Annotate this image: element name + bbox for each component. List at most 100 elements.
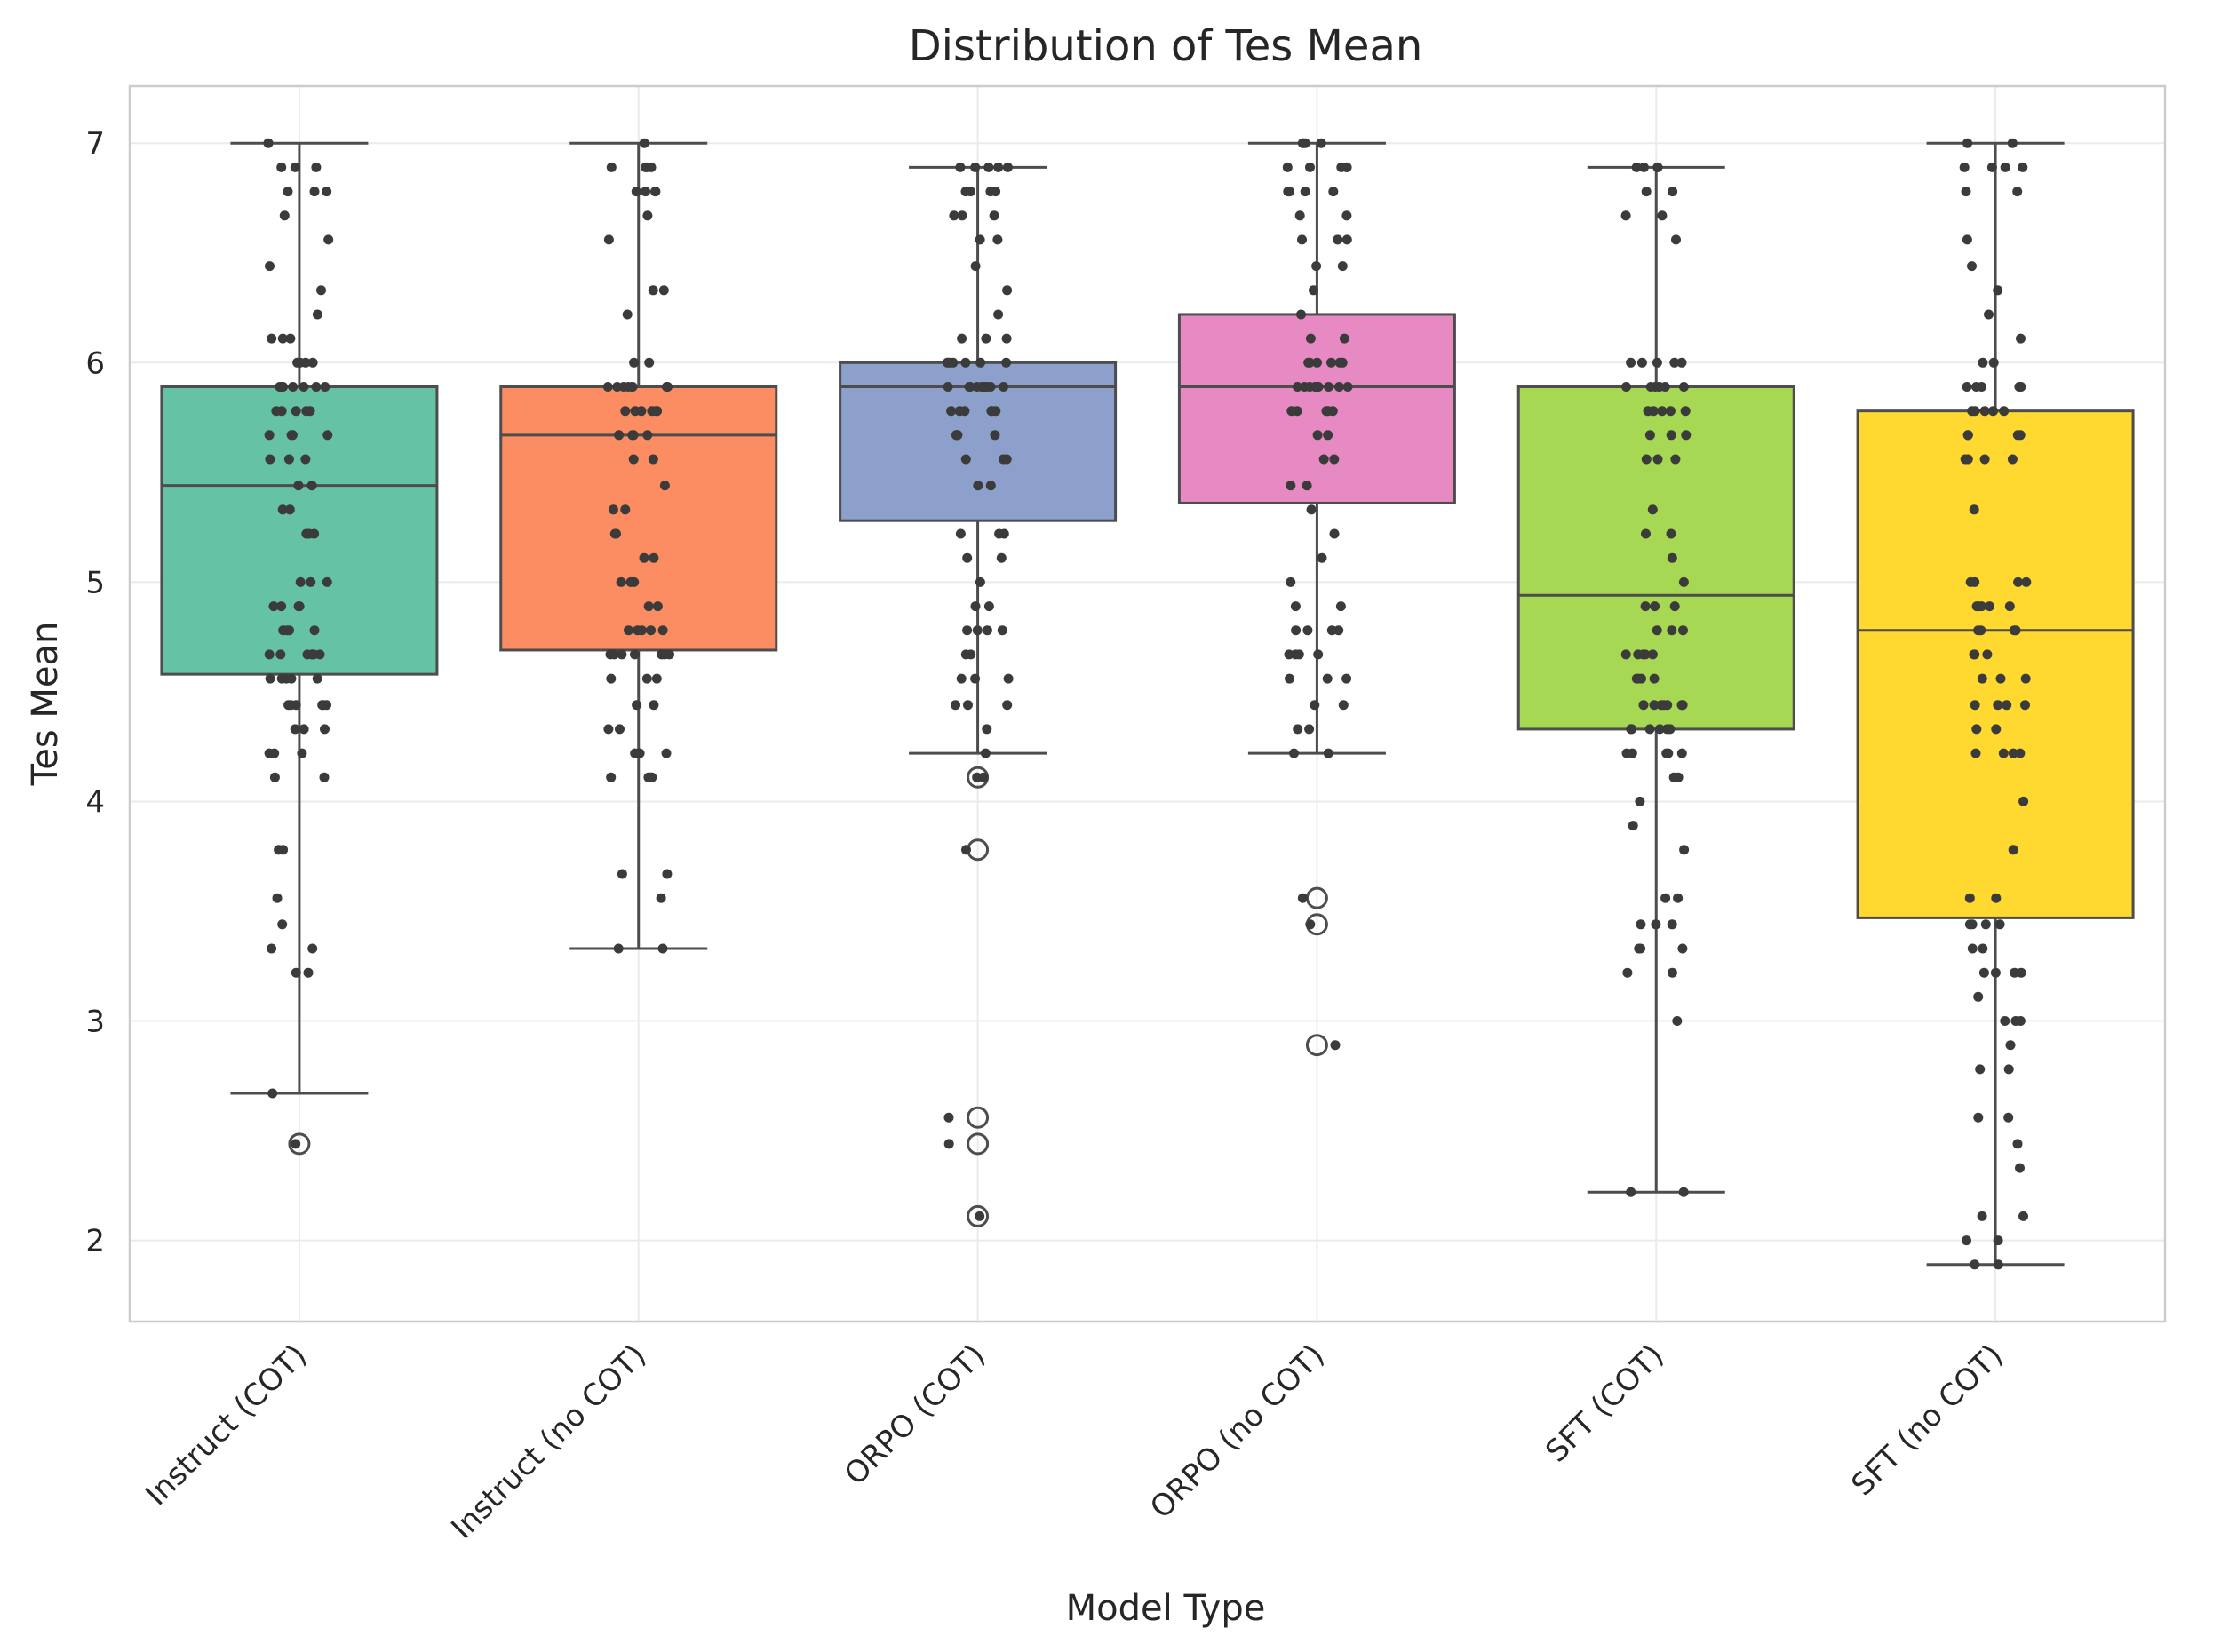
data-point: [956, 673, 967, 684]
data-point: [2000, 1016, 2010, 1026]
data-point: [1341, 673, 1352, 684]
data-point: [614, 430, 625, 441]
data-point: [276, 382, 287, 392]
data-point: [1300, 187, 1310, 197]
data-point: [267, 333, 277, 344]
data-point: [943, 382, 953, 392]
data-point: [1309, 285, 1318, 296]
data-point: [975, 357, 986, 368]
data-point: [2012, 430, 2023, 441]
data-point: [612, 382, 623, 392]
data-point: [2005, 1040, 2016, 1051]
data-point: [659, 649, 670, 660]
data-point: [641, 673, 652, 684]
data-point: [1333, 382, 1344, 392]
data-point: [1626, 1187, 1636, 1197]
data-point: [309, 625, 320, 636]
data-point: [1311, 261, 1322, 272]
data-point: [1666, 528, 1676, 539]
data-point: [1003, 673, 1014, 684]
data-point: [2003, 1112, 2014, 1123]
data-point: [272, 893, 283, 903]
data-point: [318, 700, 329, 711]
data-point: [1652, 454, 1663, 465]
y-tick-label: 3: [85, 1005, 105, 1040]
box-5: [1856, 141, 2135, 1267]
data-point: [1977, 673, 1987, 684]
box-iqr: [1177, 313, 1456, 504]
data-point: [1636, 673, 1646, 684]
data-point: [982, 625, 992, 636]
data-point: [2018, 1211, 2028, 1221]
data-point: [963, 700, 973, 711]
data-point: [1641, 528, 1651, 539]
data-point: [992, 234, 1003, 245]
data-point: [1631, 162, 1642, 172]
data-point: [1970, 1259, 1980, 1270]
data-point: [1959, 162, 1970, 172]
data-point: [987, 406, 998, 417]
data-point: [2015, 748, 2026, 758]
box-1: [499, 141, 778, 950]
data-point: [277, 333, 288, 344]
data-point: [276, 601, 287, 612]
data-point: [2012, 1139, 2023, 1149]
data-point: [1312, 430, 1323, 441]
data-point: [323, 234, 334, 245]
data-point: [1636, 943, 1646, 954]
data-point: [2002, 700, 2012, 711]
data-point: [281, 673, 291, 684]
data-point: [1654, 724, 1665, 735]
data-point: [1316, 138, 1326, 148]
data-point: [1296, 309, 1306, 320]
data-point: [1978, 357, 1988, 368]
data-point: [1671, 234, 1681, 245]
data-point: [615, 724, 625, 735]
data-point: [1312, 357, 1322, 368]
data-point: [1620, 210, 1631, 221]
data-point: [1313, 382, 1324, 392]
data-point: [1656, 700, 1667, 711]
data-point: [1302, 481, 1312, 491]
data-point: [1002, 285, 1013, 296]
data-point: [1988, 357, 1999, 368]
y-tick-label: 5: [85, 565, 105, 600]
data-point: [946, 406, 957, 417]
data-point: [642, 210, 653, 221]
data-point: [644, 357, 655, 368]
data-point: [603, 234, 614, 245]
data-point: [961, 845, 971, 855]
data-point: [1967, 261, 1977, 272]
data-point: [309, 528, 320, 539]
data-point: [1993, 1235, 2003, 1246]
data-point: [1673, 893, 1684, 903]
data-point: [2007, 138, 2018, 148]
data-point: [322, 430, 333, 441]
data-point: [1652, 162, 1663, 172]
data-point: [1323, 430, 1333, 441]
data-point: [1993, 285, 2003, 296]
data-point: [1680, 406, 1691, 417]
data-point: [1669, 357, 1680, 368]
data-point: [1291, 625, 1302, 636]
data-point: [265, 454, 275, 465]
data-point: [1636, 919, 1646, 930]
data-point: [1339, 333, 1349, 344]
data-point: [277, 919, 288, 930]
data-point: [1304, 357, 1315, 368]
data-point: [1681, 430, 1692, 441]
data-point: [1337, 261, 1348, 272]
data-point: [631, 187, 641, 197]
outlier-marker: [967, 1132, 990, 1156]
data-point: [2020, 700, 2030, 711]
data-points: [263, 138, 2032, 1270]
data-point: [1290, 601, 1301, 612]
data-point: [1980, 919, 1991, 930]
data-point: [952, 430, 963, 441]
data-point: [663, 382, 673, 392]
data-point: [1977, 601, 1986, 612]
data-point: [265, 261, 275, 272]
data-point: [1657, 210, 1668, 221]
data-point: [1648, 406, 1659, 417]
data-point: [316, 285, 326, 296]
